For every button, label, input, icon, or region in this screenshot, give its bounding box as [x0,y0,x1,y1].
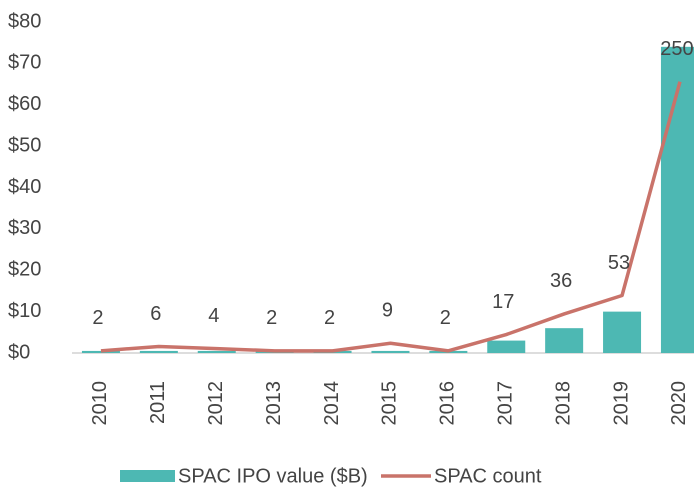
x-tick-label: 2017 [495,381,517,426]
data-label: 6 [150,303,161,325]
data-label: 17 [492,291,514,313]
line [100,81,682,353]
y-tick-label: $50 [8,134,41,156]
x-tick-label: 2010 [89,381,111,426]
y-tick-label: $80 [8,10,41,32]
x-tick-label: 2014 [321,381,343,426]
bar [487,340,526,353]
x-tick-label: 2012 [205,381,227,426]
x-tick-label: 2013 [263,381,285,426]
bar [371,350,410,353]
data-label: 4 [208,305,219,327]
data-label: 2 [92,307,103,329]
y-tick-label: $0 [8,341,30,363]
x-tick-label: 2011 [147,381,169,424]
data-label: 250 [660,38,693,60]
bar [545,328,584,353]
data-label: 53 [608,252,630,274]
legend-label: SPAC count [434,465,542,487]
x-tick-label: 2015 [379,381,401,426]
bar [660,46,694,353]
bar [81,350,120,353]
bar [603,311,642,353]
data-label: 2 [440,307,451,329]
bar [197,350,236,353]
x-tick-label: 2020 [668,381,690,426]
y-tick-label: $40 [8,176,41,198]
y-tick-label: $30 [8,217,41,239]
y-tick-label: $70 [8,52,41,74]
bar [139,350,178,353]
y-tick-label: $20 [8,259,41,281]
y-tick-label: $60 [8,93,41,115]
data-label: 9 [382,300,393,322]
y-tick-label: $10 [8,300,41,322]
x-tick-label: 2016 [437,381,459,426]
x-tick-label: 2019 [610,381,632,426]
legend-swatch [120,470,175,482]
data-label: 2 [266,307,277,329]
data-label: 2 [324,307,335,329]
legend-label: SPAC IPO value ($B) [178,465,368,487]
x-tick-label: 2018 [552,381,574,426]
data-label: 36 [550,270,572,292]
